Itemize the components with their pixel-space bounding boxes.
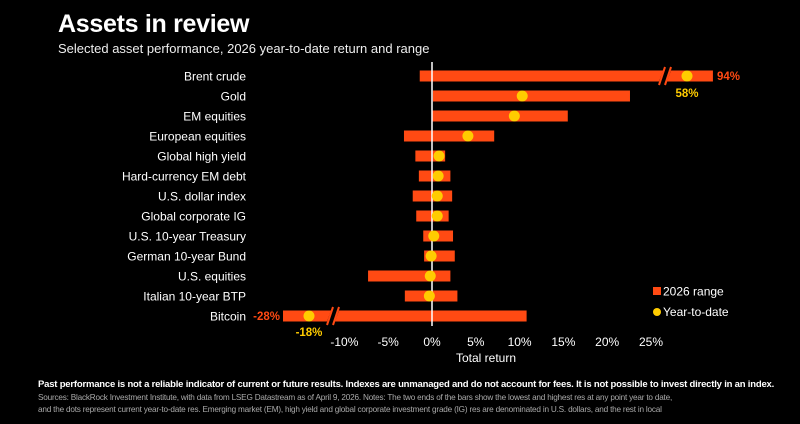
annotation-label: 94% (717, 71, 740, 83)
ytd-dot (516, 90, 528, 102)
x-tick-label: -5% (378, 335, 400, 349)
footer: Past performance is not a reliable indic… (38, 379, 778, 414)
legend-label: Year-to-date (663, 305, 729, 319)
x-tick-label: 15% (551, 335, 575, 349)
axis-break-mark (664, 66, 672, 86)
axis-break-mark (332, 306, 340, 326)
x-tick-label: 25% (639, 335, 663, 349)
ytd-dot (431, 210, 443, 222)
ytd-dot (462, 130, 474, 142)
category-label: U.S. equities (178, 270, 246, 284)
ytd-dot (431, 190, 443, 202)
category-label: Gold (221, 90, 246, 104)
ytd-dot (424, 270, 436, 282)
axis-break-mark (326, 306, 334, 326)
category-label: EM equities (183, 110, 246, 124)
disclaimer: Past performance is not a reliable indic… (38, 379, 775, 390)
range-bar (368, 270, 451, 282)
category-label: Global high yield (157, 150, 246, 164)
range-bar (432, 90, 630, 102)
x-tick-label: -10% (330, 335, 358, 349)
ytd-dot (681, 70, 693, 82)
category-label: U.S. dollar index (158, 190, 246, 204)
category-label: Bitcoin (210, 310, 246, 324)
range-bar (432, 110, 568, 122)
x-axis-label: Total return (456, 351, 516, 365)
x-tick-label: 10% (508, 335, 532, 349)
ytd-dot (508, 110, 520, 122)
ytd-dot (432, 170, 444, 182)
category-label: German 10-year Bund (127, 250, 246, 264)
category-label: Hard-currency EM debt (122, 170, 247, 184)
range-bar (283, 310, 527, 322)
range-bar (419, 70, 713, 82)
range-bar (403, 130, 495, 142)
chart-title: Assets in review (58, 10, 250, 38)
ytd-dot (433, 150, 445, 162)
annotation-label: 58% (675, 88, 698, 100)
legend-swatch-ytd (653, 308, 661, 316)
annotation-label: -18% (296, 327, 323, 339)
annotation-label: -28% (253, 311, 280, 323)
range-bar (424, 250, 455, 262)
x-tick-label: 0% (423, 335, 441, 349)
ytd-dot (428, 230, 440, 242)
category-label: Global corporate IG (141, 210, 246, 224)
chart-subtitle: Selected asset performance, 2026 year-to… (58, 41, 430, 56)
range-chart: Brent crude Gold EM equities European equit… (122, 62, 740, 365)
legend-swatch-range (653, 287, 661, 295)
range-bar (415, 150, 446, 162)
x-tick-label: 5% (467, 335, 485, 349)
footer-note: Sources: BlackRock Investment Institute,… (38, 393, 673, 402)
ytd-dot (303, 310, 315, 322)
ytd-dot (425, 250, 437, 262)
category-label: Italian 10-year BTP (143, 290, 246, 304)
category-label: Brent crude (184, 70, 246, 84)
ytd-dot (423, 290, 435, 302)
category-label: U.S. 10-year Treasury (129, 230, 246, 244)
legend-label: 2026 range (663, 285, 724, 299)
x-tick-label: 20% (595, 335, 619, 349)
footer-note: and the dots represent current year-to-d… (38, 405, 662, 414)
category-label: European equities (149, 130, 246, 144)
axis-break-mark (658, 66, 666, 86)
